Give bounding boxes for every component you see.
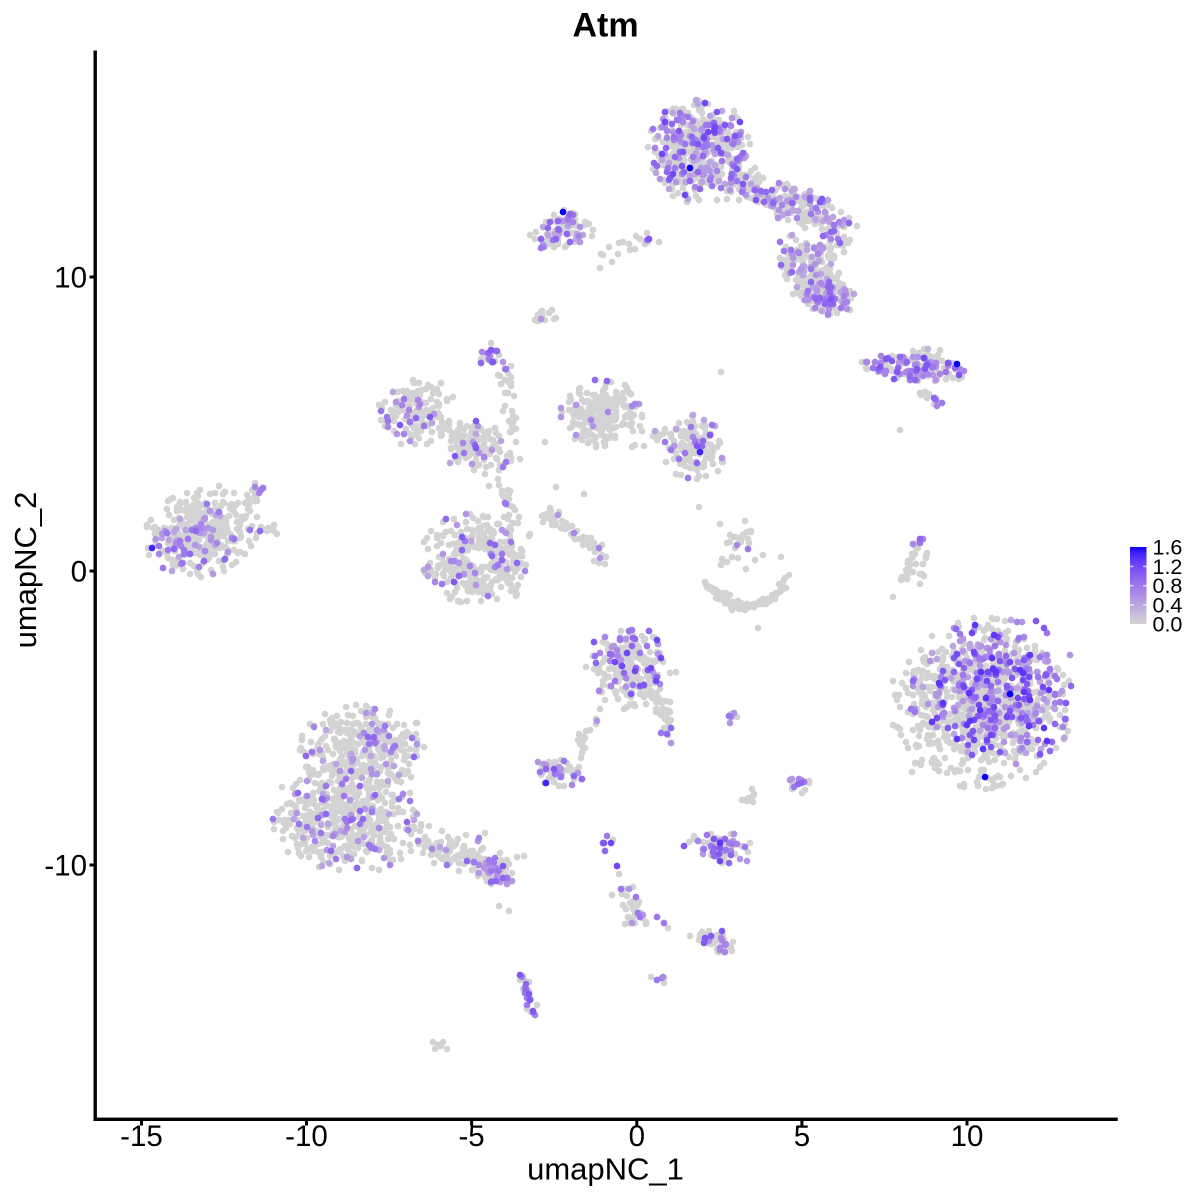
svg-text:10: 10 xyxy=(54,262,87,295)
svg-text:0.4: 0.4 xyxy=(1153,593,1183,617)
svg-text:0.0: 0.0 xyxy=(1153,613,1183,637)
svg-text:0.8: 0.8 xyxy=(1153,574,1183,598)
svg-text:-5: -5 xyxy=(458,1120,484,1153)
svg-text:0: 0 xyxy=(71,556,87,589)
svg-text:-15: -15 xyxy=(120,1120,163,1153)
svg-text:10: 10 xyxy=(951,1120,984,1153)
svg-text:umapNC_1: umapNC_1 xyxy=(527,1152,684,1187)
svg-text:umapNC_2: umapNC_2 xyxy=(8,492,43,649)
svg-text:1.6: 1.6 xyxy=(1153,536,1183,560)
svg-text:-10: -10 xyxy=(44,850,87,883)
svg-text:Atm: Atm xyxy=(572,7,638,45)
svg-text:0: 0 xyxy=(629,1120,645,1153)
svg-text:-10: -10 xyxy=(285,1120,328,1153)
svg-text:5: 5 xyxy=(794,1120,810,1153)
svg-text:1.2: 1.2 xyxy=(1153,555,1183,579)
